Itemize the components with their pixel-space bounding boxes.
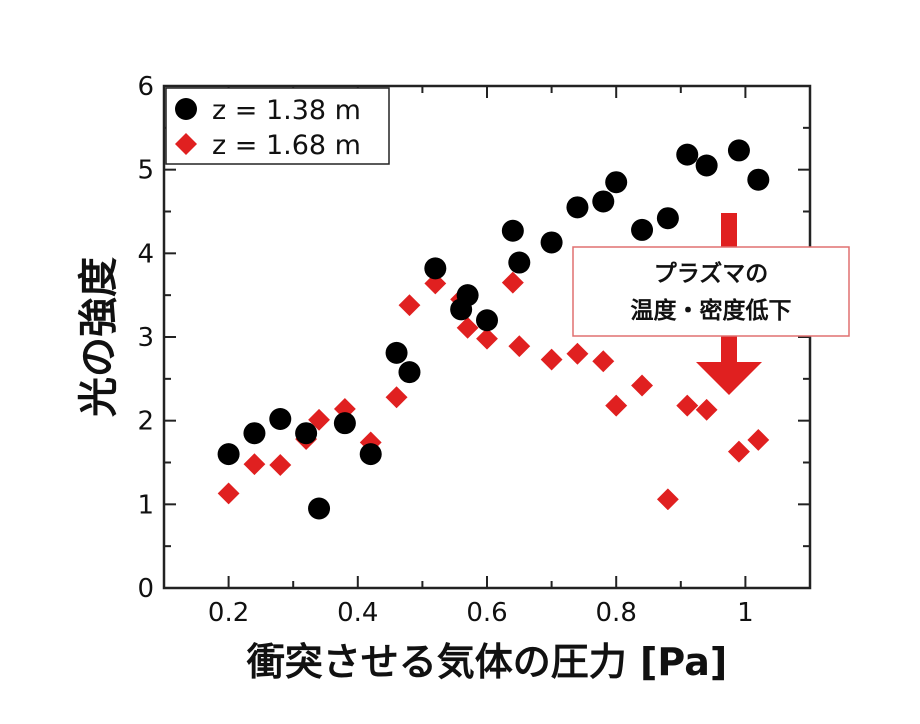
data-point-diamond (629, 373, 655, 398)
data-point-circle (676, 143, 699, 166)
y-tick-label: 0 (137, 574, 154, 604)
legend: z = 1.38 m z = 1.68 m (165, 87, 390, 165)
legend-marker-circle (175, 98, 197, 120)
data-point-circle (424, 257, 447, 280)
x-tick-label: 0.4 (337, 598, 378, 628)
data-point-circle (605, 171, 628, 194)
data-point-diamond (565, 341, 590, 366)
y-tick-labels: 0 1 2 3 4 5 6 (137, 72, 154, 604)
data-point-circle (398, 361, 421, 384)
arrow-shaft-bottom (721, 336, 737, 364)
data-point-circle (695, 154, 718, 177)
data-point-circle (295, 422, 318, 445)
x-tick-label: 0.8 (596, 598, 637, 628)
data-point-diamond (216, 481, 241, 506)
series-layer (216, 139, 771, 520)
data-point-diamond (591, 349, 616, 374)
x-tick-labels: 0.2 0.4 0.6 0.8 1 (208, 598, 754, 628)
data-point-diamond (694, 397, 719, 422)
legend-label-series-2: z = 1.68 m (212, 130, 361, 161)
y-axis-title: 光の強度 (76, 257, 122, 417)
data-point-circle (385, 341, 408, 364)
data-point-diamond (384, 385, 409, 410)
data-point-circle (631, 218, 654, 241)
y-tick-label: 6 (137, 72, 154, 102)
series-1 (217, 139, 770, 520)
data-point-diamond (242, 452, 267, 477)
arrow-shaft-top (721, 213, 737, 247)
data-point-diamond (455, 315, 480, 340)
data-point-diamond (500, 270, 525, 295)
data-point-circle (217, 443, 240, 466)
data-point-circle (308, 497, 331, 520)
data-point-circle (501, 219, 524, 242)
x-tick-label: 0.6 (466, 598, 507, 628)
data-point-circle (508, 251, 531, 274)
data-point-diamond (746, 427, 771, 452)
data-point-diamond (604, 393, 629, 418)
data-point-diamond (539, 347, 564, 372)
y-tick-label: 1 (137, 490, 154, 520)
y-tick-label: 2 (137, 407, 154, 437)
data-point-circle (269, 407, 292, 430)
data-point-diamond (474, 326, 500, 351)
data-point-circle (727, 139, 750, 162)
y-tick-label: 3 (137, 323, 154, 353)
data-point-diamond (507, 334, 532, 359)
data-point-circle (333, 412, 356, 435)
legend-marker-diamond (175, 133, 197, 155)
annotation-line-1: プラズマの (654, 260, 769, 287)
legend-box (165, 87, 390, 165)
data-point-diamond (268, 452, 293, 478)
data-point-circle (566, 196, 589, 219)
data-point-diamond (675, 393, 700, 418)
annotation-line-2: 温度・密度低下 (631, 297, 792, 324)
data-point-circle (476, 309, 498, 332)
data-point-diamond (726, 439, 752, 464)
data-point-circle (243, 422, 266, 445)
x-axis-title: 衝突させる気体の圧力 [Pa] (246, 640, 727, 684)
x-tick-label: 0.2 (208, 598, 249, 628)
y-tick-label: 4 (137, 239, 154, 269)
data-point-circle (456, 284, 479, 307)
data-point-circle (359, 443, 382, 466)
y-tick-label: 5 (137, 156, 154, 186)
data-point-diamond (655, 487, 680, 512)
data-point-circle (540, 231, 563, 254)
data-point-circle (656, 207, 679, 230)
arrow-head (696, 362, 762, 395)
annotation-box (572, 246, 850, 337)
data-point-circle (592, 190, 615, 213)
legend-label-series-1: z = 1.38 m (212, 95, 361, 126)
x-tick-label: 1 (737, 598, 754, 628)
annotation: プラズマの 温度・密度低下 (572, 213, 850, 395)
data-point-circle (747, 168, 770, 191)
data-point-diamond (397, 293, 422, 318)
